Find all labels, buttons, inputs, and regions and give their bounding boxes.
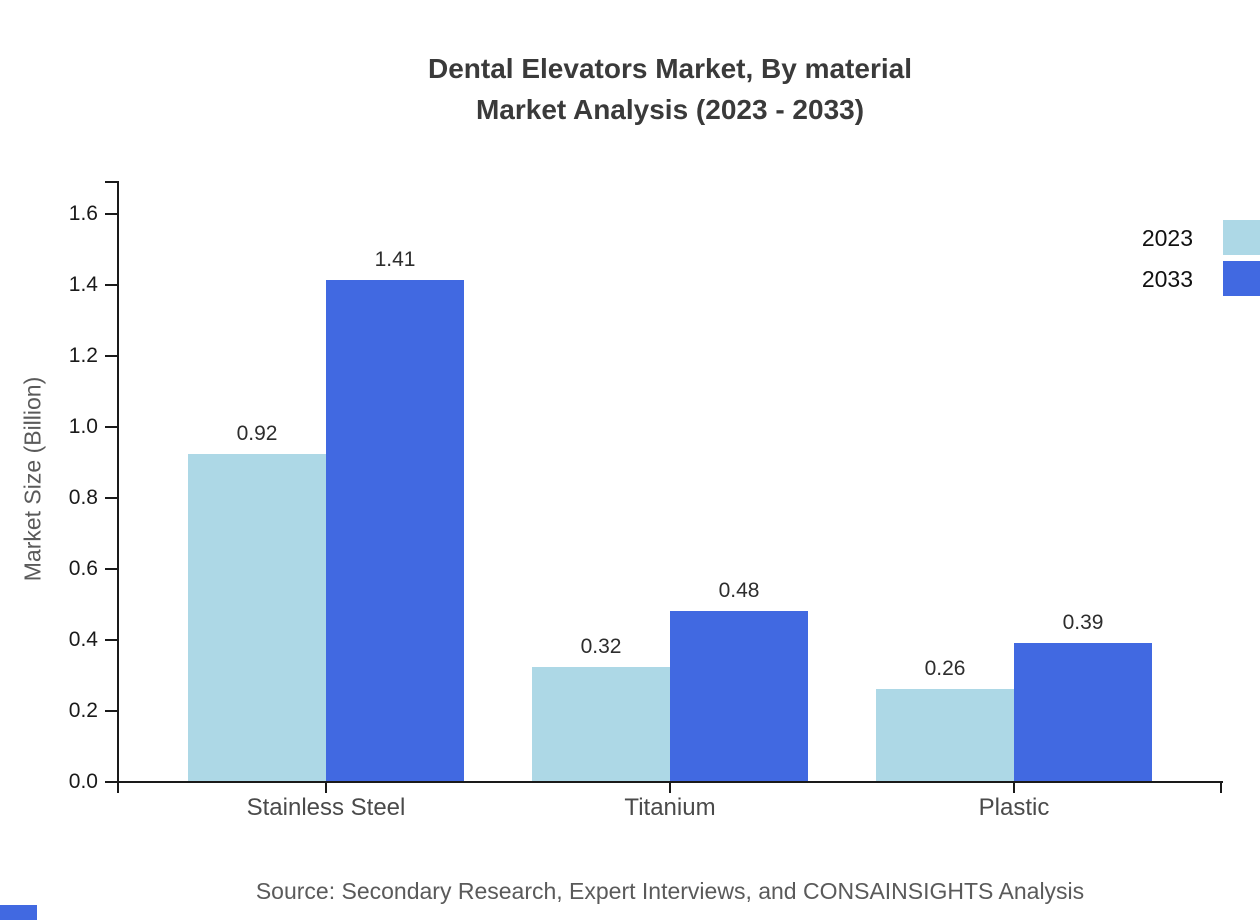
y-tick-label: 1.6 — [68, 202, 98, 225]
y-tick — [105, 284, 117, 286]
source-note: Source: Secondary Research, Expert Inter… — [255, 878, 1085, 904]
brand-corner-mark — [0, 905, 37, 920]
legend-label-2023: 2023 — [1141, 225, 1193, 251]
bar-value-label: 0.92 — [236, 422, 278, 445]
category-label: Stainless Steel — [246, 794, 406, 821]
bar-2023-plastic — [876, 689, 1014, 781]
y-tick-label: 1.4 — [68, 273, 98, 296]
y-axis-spine — [117, 181, 119, 783]
y-tick — [105, 426, 117, 428]
bar-2033-titanium — [670, 611, 808, 781]
y-tick-label: 1.0 — [68, 415, 98, 438]
bar-value-label: 1.41 — [374, 248, 416, 271]
x-tick — [669, 783, 671, 793]
bar-value-label: 0.48 — [718, 579, 760, 602]
y-tick — [105, 497, 117, 499]
bar-value-label: 0.39 — [1062, 611, 1104, 634]
chart-title-line-2: Market Analysis (2023 - 2033) — [475, 94, 865, 125]
y-tick — [105, 568, 117, 570]
category-label: Titanium — [624, 794, 716, 821]
y-tick-label: 0.0 — [68, 770, 98, 793]
y-tick — [105, 710, 117, 712]
y-tick — [105, 355, 117, 357]
x-axis-spine — [117, 781, 1223, 783]
x-axis-end-tick — [1220, 783, 1222, 793]
legend-label-2033: 2033 — [1141, 266, 1193, 292]
y-axis-end-tick — [105, 181, 117, 183]
y-tick — [105, 213, 117, 215]
x-tick — [1013, 783, 1015, 793]
y-tick-label: 0.4 — [68, 628, 98, 651]
bar-value-label: 0.26 — [924, 657, 966, 680]
y-tick-label: 1.2 — [68, 344, 98, 367]
bar-value-label: 0.32 — [580, 635, 622, 658]
y-tick — [105, 639, 117, 641]
bar-2033-plastic — [1014, 643, 1152, 781]
chart-title: Dental Elevators Market, By material Mar… — [118, 48, 1222, 130]
category-label: Plastic — [978, 794, 1050, 821]
x-tick — [325, 783, 327, 793]
bar-2023-stainless-steel — [188, 454, 326, 781]
bar-2023-titanium — [532, 667, 670, 781]
y-tick-label: 0.8 — [68, 486, 98, 509]
legend-swatch-2023 — [1223, 220, 1260, 255]
y-tick-label: 0.6 — [68, 557, 98, 580]
bar-2033-stainless-steel — [326, 280, 464, 781]
y-tick — [105, 781, 117, 783]
x-axis-end-tick — [117, 783, 119, 793]
y-tick-label: 0.2 — [68, 699, 98, 722]
chart-title-line-1: Dental Elevators Market, By material — [428, 53, 912, 84]
legend-swatch-2033 — [1223, 261, 1260, 296]
